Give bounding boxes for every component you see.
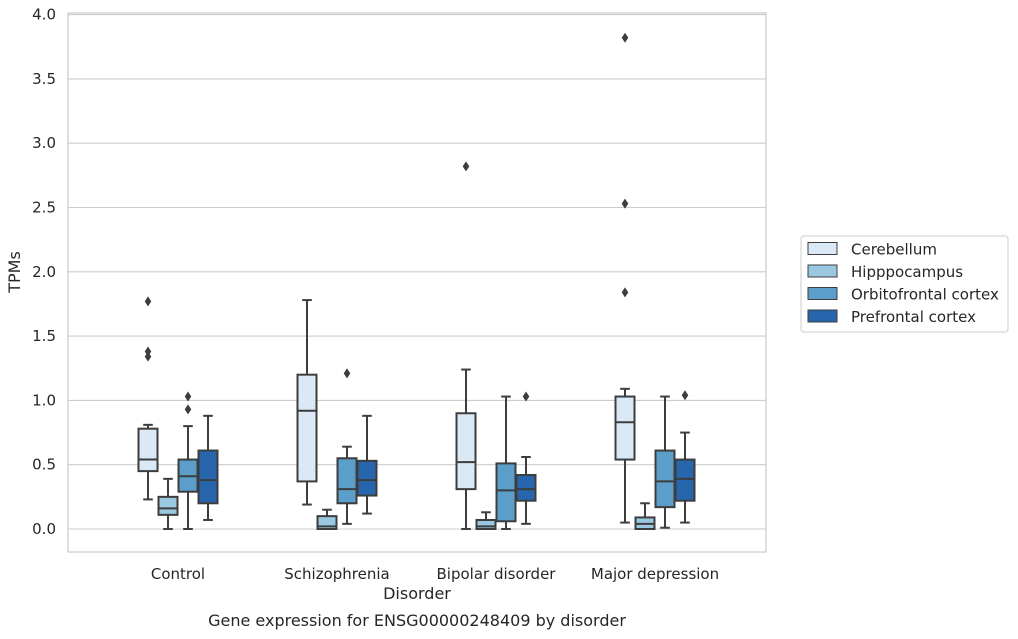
y-tick-label: 0.5	[32, 456, 56, 474]
outlier-point	[144, 296, 152, 307]
outlier-point	[621, 198, 629, 209]
box-group	[336, 368, 358, 525]
iqr-box	[455, 412, 477, 491]
legend-label: Cerebellum	[851, 241, 937, 259]
box-group	[455, 161, 477, 530]
box-group	[634, 502, 656, 531]
y-tick-label: 3.0	[32, 134, 56, 152]
y-tick-label: 1.5	[32, 327, 56, 345]
y-tick-label: 4.0	[32, 6, 56, 24]
series-prefrontal-cortex	[197, 390, 696, 525]
box-group	[157, 477, 179, 530]
outlier-point	[681, 390, 689, 401]
outlier-point	[184, 404, 192, 415]
y-tick-labels: 0.0 0.5 1.0 1.5 2.0 2.5 3.0 3.5 4.0	[32, 6, 56, 538]
outlier-point	[343, 368, 351, 379]
legend-label: Orbitofrontal cortex	[851, 286, 999, 304]
y-tick-label: 1.0	[32, 391, 56, 409]
box-group	[356, 414, 378, 515]
iqr-box	[157, 495, 179, 516]
box-group	[515, 391, 537, 525]
iqr-box	[356, 459, 378, 497]
x-tick-label: Schizophrenia	[284, 565, 389, 583]
legend-label: Hipppocampus	[851, 263, 963, 281]
x-tick-label: Major depression	[591, 565, 719, 583]
legend-swatch	[807, 309, 838, 323]
iqr-box	[515, 473, 537, 502]
x-tick-label: Bipolar disorder	[437, 565, 557, 583]
x-tick-labels: Control Schizophrenia Bipolar disorder Majo…	[151, 565, 719, 583]
iqr-box	[296, 373, 318, 483]
series-hipppocampus	[157, 477, 656, 531]
x-axis-label: Disorder	[383, 584, 451, 603]
chart-caption: Gene expression for ENSG00000248409 by d…	[208, 611, 626, 630]
legend-swatch	[807, 242, 838, 255]
legend-label: Prefrontal cortex	[851, 308, 976, 326]
iqr-box	[674, 458, 696, 502]
iqr-box	[654, 449, 676, 509]
iqr-box	[336, 457, 358, 505]
outlier-point	[621, 32, 629, 43]
legend-frame	[800, 235, 1009, 333]
box-layer	[137, 32, 696, 531]
y-axis-label: TPMs	[5, 251, 24, 294]
legend-swatch	[807, 287, 838, 300]
y-tick-label: 2.5	[32, 199, 56, 217]
y-tick-label: 0.0	[32, 520, 56, 538]
outlier-point	[184, 391, 192, 402]
y-tick-label: 2.0	[32, 263, 56, 281]
iqr-box	[495, 462, 517, 523]
box-group	[296, 299, 318, 506]
box-group	[137, 296, 159, 501]
iqr-box	[614, 395, 636, 461]
box-group	[197, 414, 219, 521]
box-group	[654, 395, 676, 529]
box-group	[177, 391, 199, 530]
legend-swatch	[807, 264, 838, 278]
iqr-box	[137, 427, 159, 473]
legend: Cerebellum Hipppocampus Orbitofrontal cort…	[800, 235, 1009, 333]
y-tick-label: 3.5	[32, 70, 56, 88]
outlier-point	[144, 351, 152, 362]
box-group	[495, 395, 517, 530]
iqr-box	[197, 449, 219, 505]
box-group	[316, 508, 338, 531]
outlier-point	[462, 161, 470, 172]
plot-frame	[67, 12, 767, 553]
legend-items: Cerebellum Hipppocampus Orbitofrontal cort…	[807, 241, 999, 326]
box-group	[475, 511, 497, 530]
iqr-box	[475, 518, 497, 530]
series-cerebellum	[137, 32, 636, 530]
outlier-point	[621, 287, 629, 298]
x-tick-label: Control	[151, 565, 205, 583]
box-group	[614, 32, 636, 524]
outlier-point	[144, 346, 152, 357]
series-orbitofrontal-cortex	[177, 368, 676, 530]
outlier-point	[522, 391, 530, 402]
box-group	[674, 390, 696, 524]
